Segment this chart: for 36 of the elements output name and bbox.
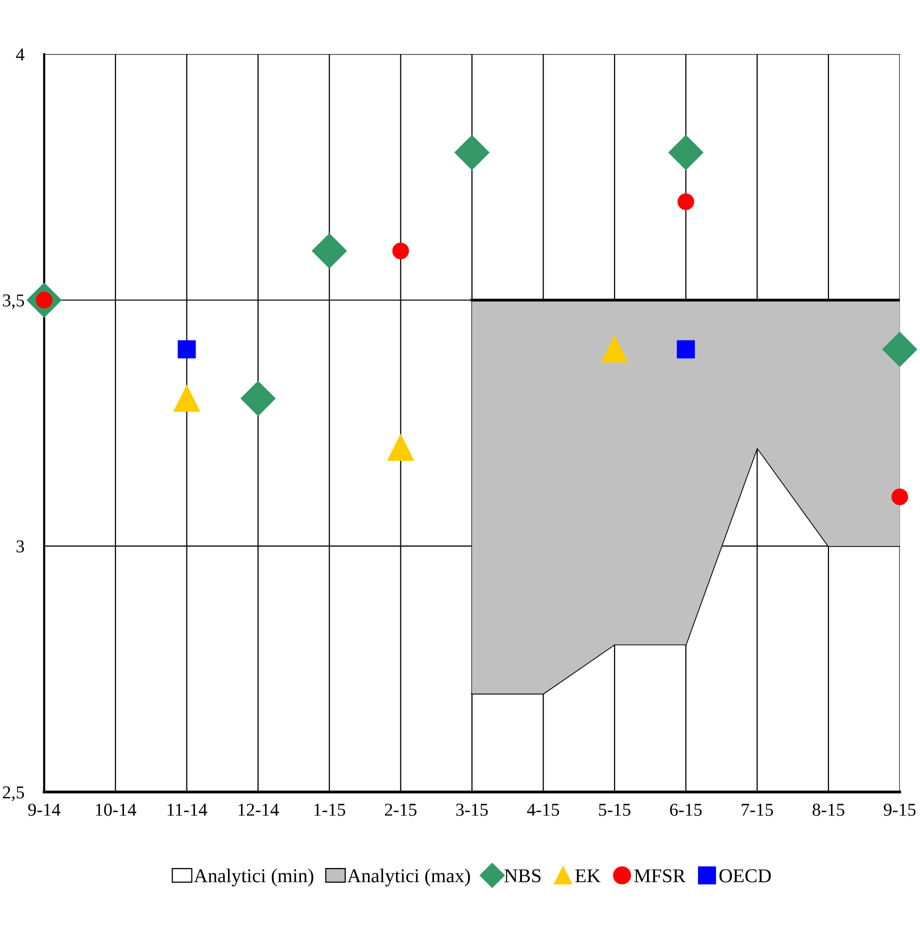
x-tick-label: 1-15 bbox=[314, 804, 346, 816]
legend-label: NBS bbox=[504, 869, 540, 882]
x-tick-label: 10-14 bbox=[96, 804, 136, 816]
x-tick-label: 9-14 bbox=[28, 804, 60, 816]
y-tick-label: 3 bbox=[16, 540, 24, 553]
point bbox=[676, 340, 695, 358]
legend-label: Analytici (min) bbox=[194, 868, 314, 886]
point bbox=[174, 385, 200, 412]
point bbox=[312, 234, 347, 268]
x-tick-label: 2-15 bbox=[384, 804, 417, 816]
point bbox=[454, 135, 490, 170]
x-tick-label: 3-15 bbox=[456, 804, 488, 816]
x-tick-label: 8-15 bbox=[812, 804, 844, 816]
y-tick-label: 3,5 bbox=[3, 294, 24, 310]
y-tick-label: 2,5 bbox=[2, 786, 24, 802]
y-tick-label: 4 bbox=[16, 48, 24, 60]
point bbox=[891, 488, 908, 506]
point bbox=[240, 381, 276, 416]
x-tick-label: 11-14 bbox=[168, 804, 208, 816]
point bbox=[392, 242, 409, 260]
x-tick-label: 6-15 bbox=[670, 804, 702, 816]
x-tick-label: 4-15 bbox=[527, 804, 560, 816]
point bbox=[387, 434, 414, 461]
legend-label: OECD bbox=[719, 869, 771, 882]
point bbox=[668, 135, 704, 170]
legend-label: MFSR bbox=[634, 869, 686, 882]
point bbox=[678, 193, 694, 210]
point bbox=[882, 332, 918, 367]
x-tick-label: 5-15 bbox=[599, 804, 630, 816]
point bbox=[178, 340, 196, 358]
x-tick-label: 7-15 bbox=[742, 804, 774, 816]
x-tick-label: 9-15 bbox=[884, 804, 916, 816]
legend-label: EK bbox=[575, 869, 600, 882]
point bbox=[601, 336, 628, 363]
x-tick-label: 12-14 bbox=[238, 804, 279, 816]
legend-label: Analytici (max) bbox=[347, 868, 470, 886]
